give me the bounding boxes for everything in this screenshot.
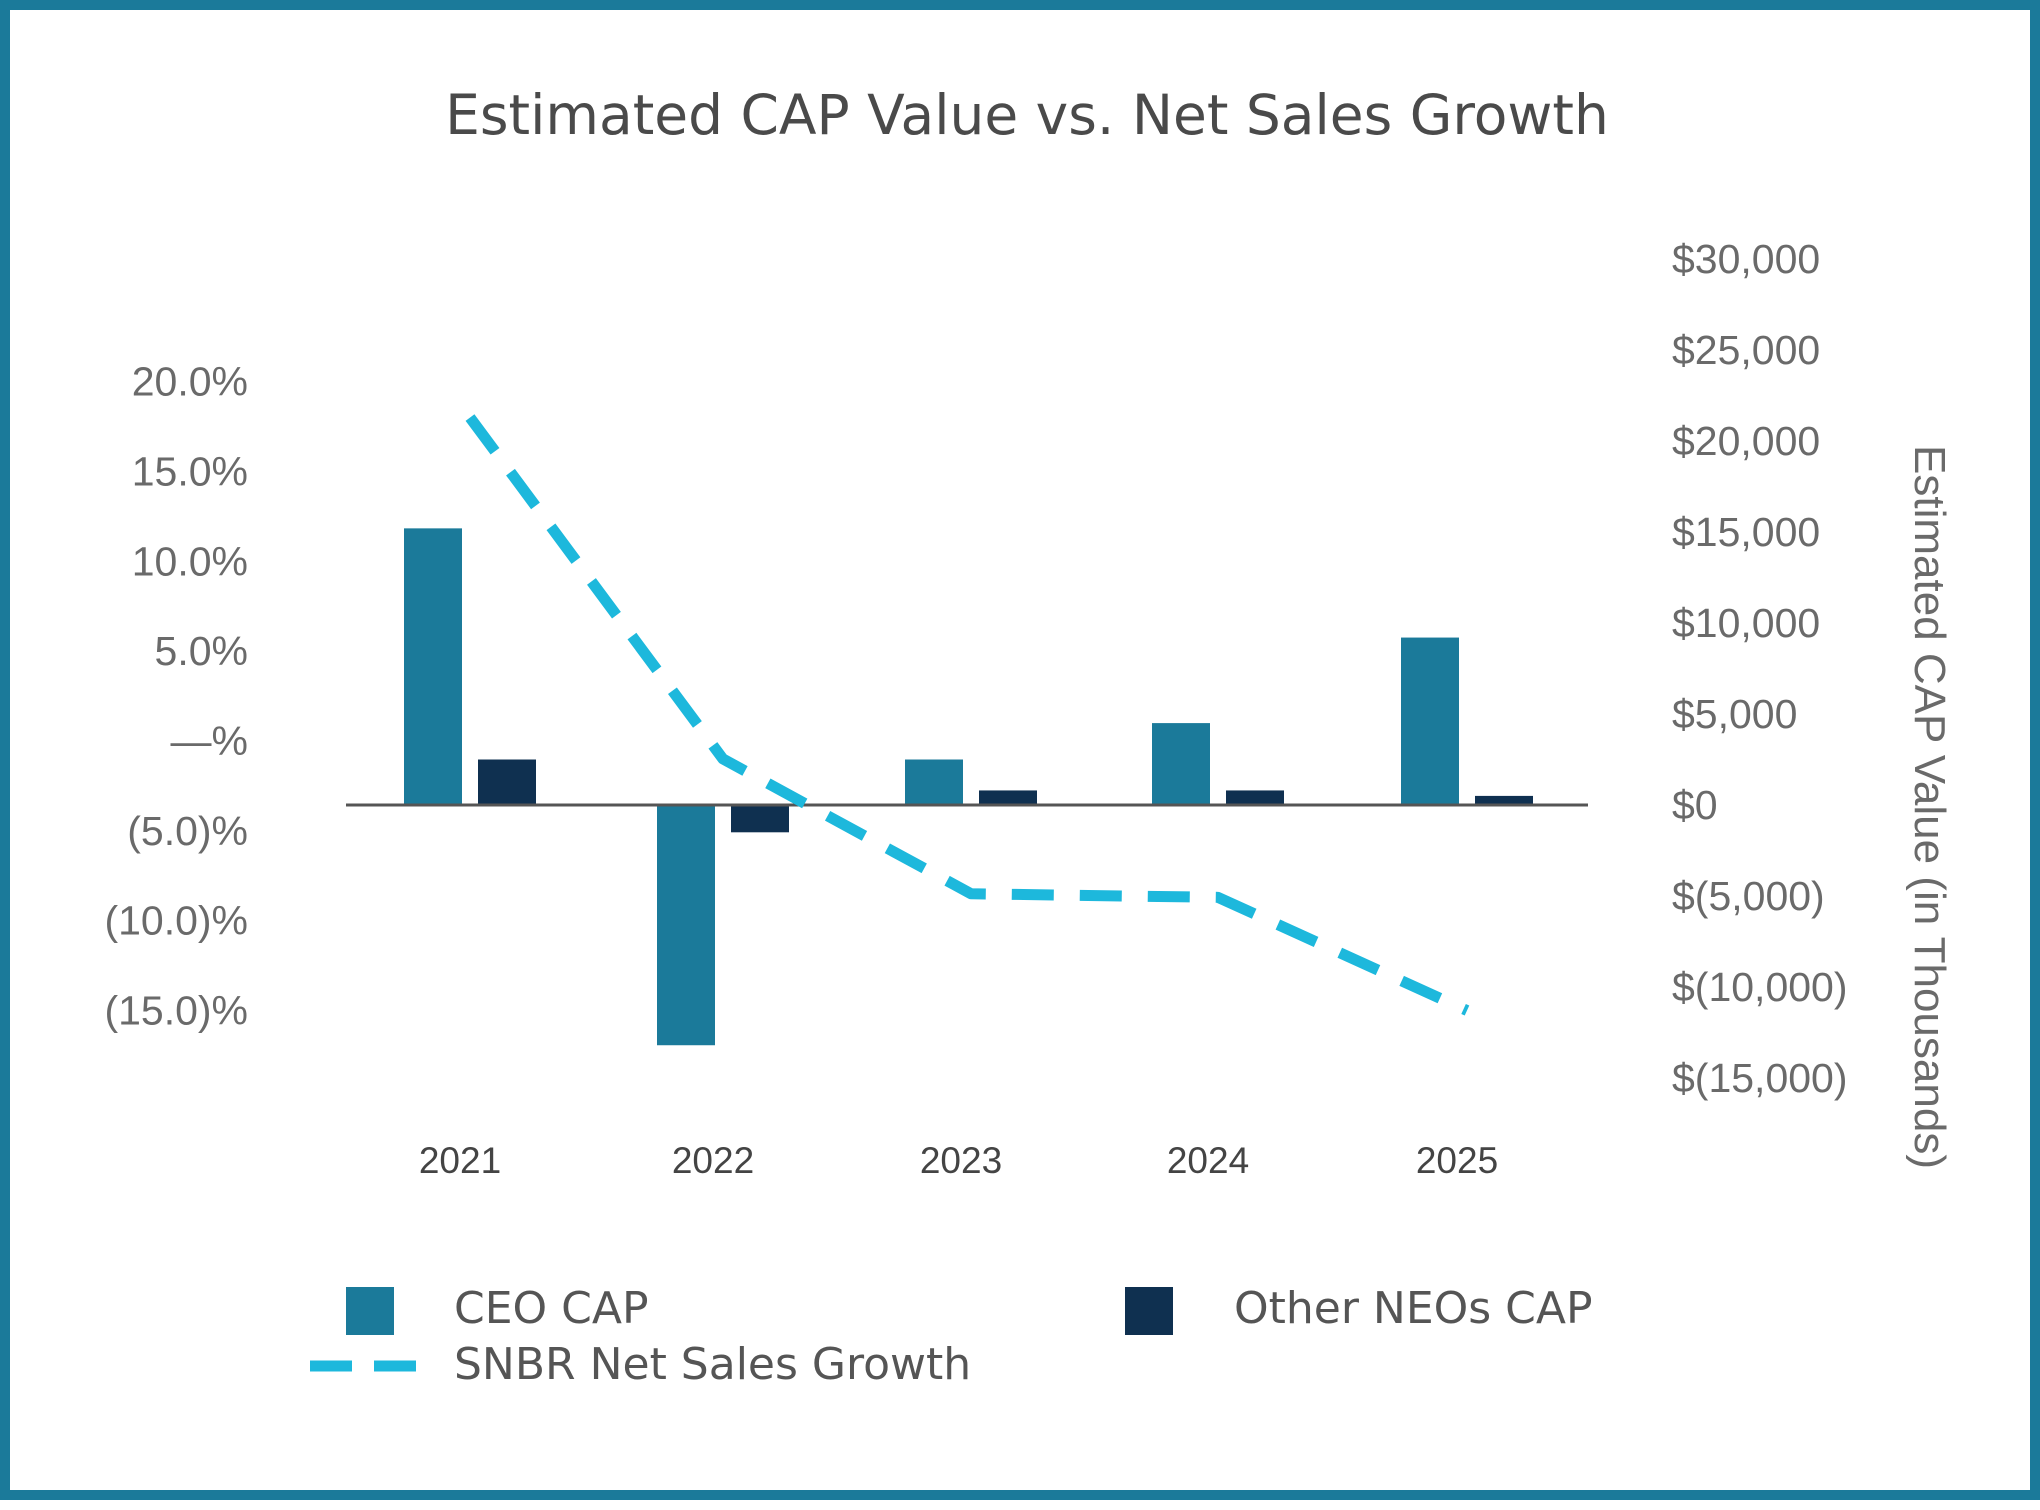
- right-tick-label: $(10,000): [1672, 964, 1848, 1010]
- left-tick-label: (10.0)%: [104, 898, 248, 944]
- left-tick-label: 5.0%: [155, 628, 248, 674]
- left-tick-label: (15.0)%: [104, 988, 248, 1034]
- bar-ceo-cap: [657, 805, 715, 1045]
- bar-other-neos-cap: [1226, 790, 1284, 805]
- bar-other-neos-cap: [731, 805, 789, 832]
- legend-label-snbr-net-sales-growth: SNBR Net Sales Growth: [454, 1339, 971, 1390]
- x-tick-label: 2025: [1416, 1140, 1498, 1181]
- left-axis-ticks: 20.0% 15.0% 10.0% 5.0% —% (5.0)% (10.0)% (15.0)…: [104, 359, 248, 1034]
- line-snbr-net-sales-growth: [470, 418, 1467, 1011]
- x-tick-label: 2024: [1167, 1140, 1249, 1181]
- right-tick-label: $25,000: [1672, 327, 1820, 373]
- x-tick-label: 2023: [920, 1140, 1002, 1181]
- bar-ceo-cap: [1152, 723, 1210, 805]
- line-series-group: [470, 418, 1467, 1011]
- x-tick-label: 2021: [419, 1140, 501, 1181]
- bar-ceo-cap: [905, 760, 963, 806]
- legend-swatch-other-neos-cap: [1125, 1287, 1173, 1335]
- x-tick-label: 2022: [672, 1140, 754, 1181]
- right-axis-ticks: $30,000 $25,000 $20,000 $15,000 $10,000 $5,00…: [1672, 236, 1848, 1101]
- legend-label-ceo-cap: CEO CAP: [454, 1283, 649, 1334]
- legend-label-other-neos-cap: Other NEOs CAP: [1234, 1283, 1593, 1334]
- right-axis-title: Estimated CAP Value (in Thousands): [1905, 445, 1954, 1169]
- bar-ceo-cap: [1401, 638, 1459, 805]
- left-tick-label: —%: [171, 718, 248, 764]
- left-tick-label: 15.0%: [132, 448, 248, 494]
- legend-swatch-ceo-cap: [346, 1287, 394, 1335]
- chart-title: Estimated CAP Value vs. Net Sales Growth: [445, 83, 1609, 147]
- right-tick-label: $(5,000): [1672, 873, 1825, 919]
- bar-ceo-cap: [404, 528, 462, 805]
- right-tick-label: $30,000: [1672, 236, 1820, 282]
- bar-other-neos-cap: [979, 790, 1037, 805]
- bar-other-neos-cap: [478, 760, 536, 806]
- right-tick-label: $(15,000): [1672, 1055, 1848, 1101]
- left-tick-label: (5.0)%: [127, 808, 248, 854]
- right-tick-label: $20,000: [1672, 418, 1820, 464]
- right-tick-label: $5,000: [1672, 691, 1797, 737]
- right-tick-label: $0: [1672, 782, 1718, 828]
- legend: CEO CAP Other NEOs CAP SNBR Net Sales Gr…: [310, 1283, 1593, 1390]
- x-axis-ticks: 2021 2022 2023 2024 2025: [419, 1140, 1498, 1181]
- left-tick-label: 10.0%: [132, 538, 248, 584]
- right-tick-label: $10,000: [1672, 600, 1820, 646]
- right-tick-label: $15,000: [1672, 509, 1820, 555]
- left-tick-label: 20.0%: [132, 359, 248, 405]
- chart-canvas: Estimated CAP Value vs. Net Sales Growth…: [10, 10, 2040, 1510]
